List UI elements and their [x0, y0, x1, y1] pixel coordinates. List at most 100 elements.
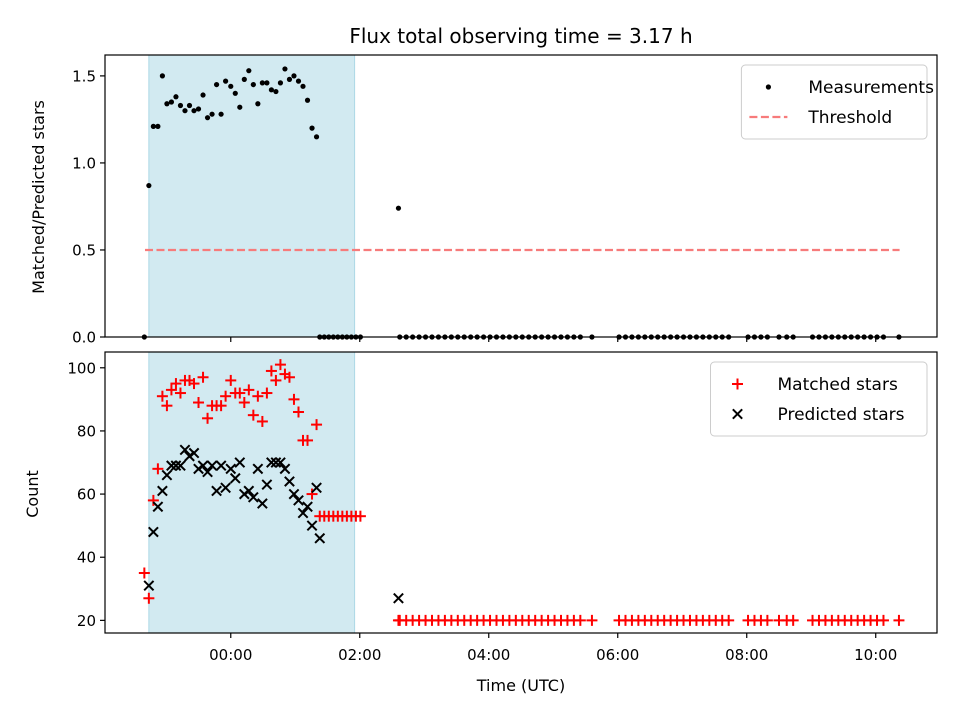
data-point — [152, 463, 164, 475]
legend-label: Threshold — [807, 108, 892, 128]
data-point — [138, 567, 150, 579]
data-point — [191, 108, 197, 114]
data-point — [250, 81, 256, 88]
data-point — [261, 479, 273, 490]
bottom-y-axis-label: Count — [23, 470, 42, 518]
data-point — [150, 123, 156, 129]
data-point — [170, 460, 182, 472]
data-point — [188, 447, 200, 459]
top-y-axis-label: Matched/Predicted stars — [29, 100, 48, 294]
y-tick-label: 40 — [77, 549, 96, 567]
data-point — [143, 580, 155, 592]
data-point — [161, 400, 173, 412]
data-point — [255, 101, 261, 107]
data-point — [166, 460, 177, 472]
data-point — [234, 387, 246, 399]
data-point — [279, 463, 291, 475]
bottom-x-ticks: 00:00 02:00 04:00 06:00 08:00 10:00 — [209, 633, 897, 664]
data-point — [155, 123, 161, 129]
data-point — [354, 510, 366, 522]
data-point — [220, 390, 232, 402]
data-point — [304, 97, 311, 103]
data-point — [173, 94, 179, 100]
data-point — [574, 614, 586, 626]
bottom-axes-frame — [104, 351, 938, 634]
data-point — [311, 482, 322, 494]
data-point — [225, 463, 237, 475]
data-point — [252, 390, 264, 402]
data-point — [309, 125, 315, 131]
data-point — [164, 101, 170, 107]
bottom-panel: 20 40 60 80 100 00:00 02:00 04:00 06:00 08:00 10:… — [23, 351, 938, 695]
legend-box — [740, 64, 928, 140]
x-tick-label: 06:00 — [596, 646, 639, 664]
data-point — [274, 359, 286, 371]
legend-marker — [732, 378, 743, 390]
x-tick-label: 10:00 — [854, 646, 897, 664]
data-point — [259, 80, 265, 86]
data-point — [288, 393, 300, 405]
data-point — [204, 115, 211, 121]
data-point — [266, 457, 277, 468]
legend-label: Measurements — [808, 78, 934, 98]
data-point — [247, 409, 259, 421]
data-point — [246, 68, 252, 74]
data-point — [195, 106, 202, 112]
data-point — [215, 460, 227, 472]
data-point — [229, 472, 241, 484]
data-point — [215, 400, 227, 412]
data-point — [197, 371, 209, 383]
data-point — [283, 371, 295, 383]
data-point — [314, 532, 326, 544]
data-point — [143, 592, 155, 604]
y-tick-label: 0.5 — [72, 241, 96, 259]
bottom-y-ticks: 20 40 60 80 100 — [67, 359, 105, 630]
top-x-ticks — [230, 337, 877, 342]
x-tick-label: 02:00 — [338, 646, 381, 664]
data-point — [234, 457, 246, 468]
data-point — [300, 83, 306, 89]
data-point — [202, 412, 214, 424]
data-point — [179, 444, 191, 456]
data-point — [395, 205, 402, 211]
data-point — [147, 526, 159, 538]
data-point — [761, 614, 773, 626]
data-point — [243, 384, 255, 396]
data-point — [209, 111, 215, 117]
data-point — [877, 614, 889, 626]
data-point — [168, 99, 175, 105]
data-point — [223, 78, 229, 84]
data-point — [586, 614, 598, 626]
series-measurements — [141, 66, 902, 340]
data-point — [256, 498, 268, 509]
data-point — [293, 495, 304, 506]
data-point — [270, 457, 282, 468]
data-point — [170, 378, 182, 390]
data-point — [286, 76, 293, 82]
data-point — [213, 81, 220, 88]
top-observing-window-shade — [148, 54, 356, 338]
data-point — [306, 488, 318, 500]
data-point — [297, 507, 309, 519]
x-axis-label: Time (UTC) — [476, 676, 565, 695]
data-point — [206, 460, 218, 472]
data-point — [252, 463, 264, 475]
data-point — [311, 419, 323, 431]
data-point — [723, 614, 735, 626]
data-point — [157, 485, 168, 497]
data-point — [202, 466, 213, 478]
series-matched-stars — [138, 359, 905, 626]
legend-marker — [732, 408, 743, 420]
data-point — [275, 457, 286, 468]
y-tick-label: 1.0 — [72, 154, 96, 172]
data-point — [313, 134, 320, 140]
data-point — [268, 87, 274, 93]
legend-box — [710, 361, 928, 437]
data-point — [152, 501, 164, 513]
data-point — [218, 111, 224, 117]
top-measurement-points — [141, 66, 902, 340]
data-point — [186, 102, 193, 109]
data-point — [302, 434, 314, 446]
data-point — [288, 488, 300, 500]
x-tick-label: 08:00 — [725, 646, 768, 664]
